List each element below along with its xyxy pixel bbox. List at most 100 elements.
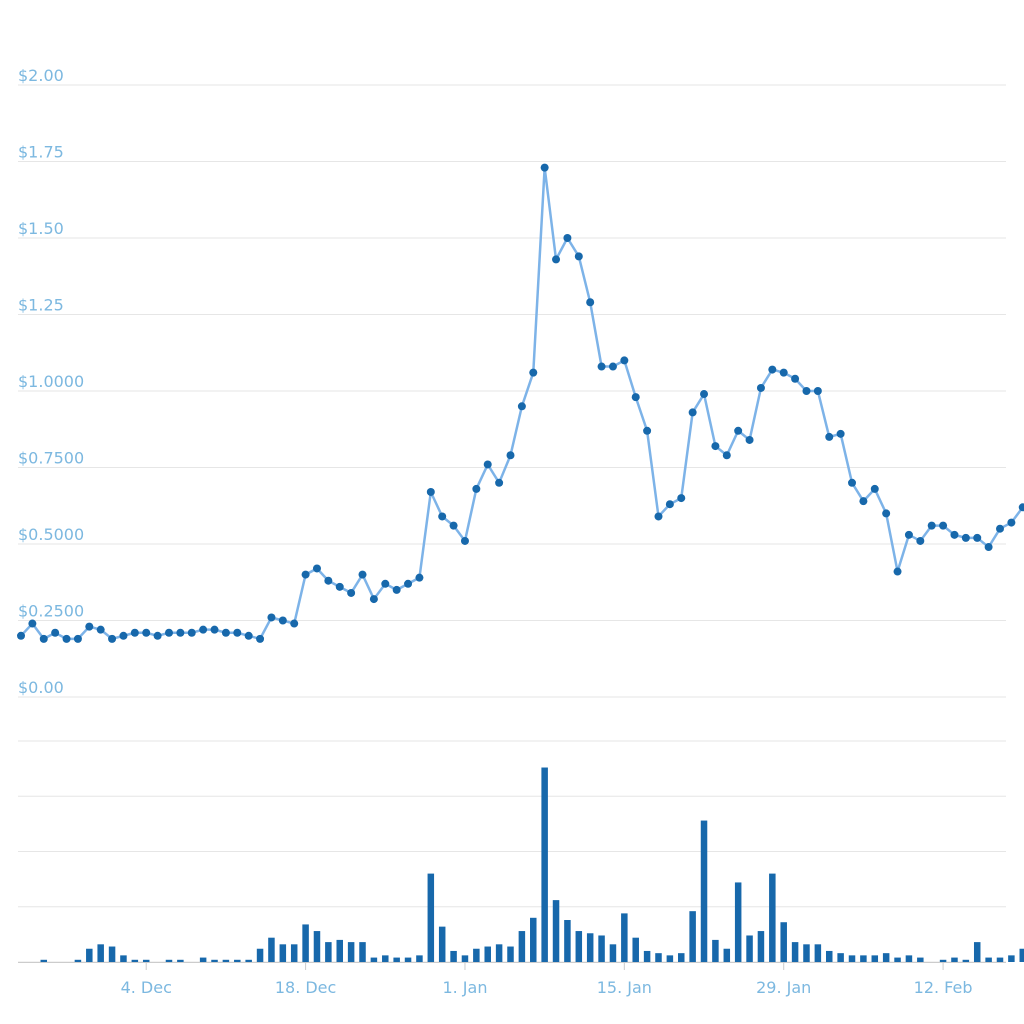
price-point <box>267 613 276 622</box>
volume-bar <box>951 957 958 962</box>
price-point <box>745 435 754 444</box>
volume-bar <box>131 959 139 962</box>
price-point <box>517 402 526 411</box>
price-point <box>836 429 845 438</box>
x-tick-label: 12. Feb <box>914 978 973 997</box>
volume-bar <box>962 959 970 962</box>
price-point <box>256 634 265 643</box>
volume-bar <box>678 953 685 962</box>
volume-bar <box>609 944 617 962</box>
price-point <box>802 387 811 395</box>
volume-bar <box>450 950 457 962</box>
price-point <box>210 625 219 634</box>
price-point <box>608 362 617 371</box>
price-point <box>96 625 105 634</box>
volume-bar <box>507 946 514 962</box>
price-point <box>700 390 709 399</box>
volume-bar <box>769 873 776 962</box>
price-point <box>324 576 333 585</box>
price-point <box>472 484 481 493</box>
price-point <box>278 616 287 625</box>
price-point <box>961 533 970 542</box>
price-point <box>483 460 492 469</box>
volume-bar <box>655 953 662 962</box>
price-point <box>665 500 674 509</box>
volume-bar <box>211 959 218 962</box>
volume-bar <box>598 935 605 962</box>
volume-bar <box>894 957 901 962</box>
volume-bar <box>700 820 708 962</box>
price-point <box>39 634 48 643</box>
price-point <box>927 521 936 530</box>
price-point <box>779 368 788 377</box>
price-point <box>347 588 356 597</box>
y-axis-ticks: $0.00 $0.2500 $0.5000 $0.7500 $1.0000 $1.25 $1… <box>18 66 84 697</box>
x-tick-label: 1. Jan <box>442 978 487 997</box>
price-point <box>882 509 891 518</box>
price-point <box>381 579 390 588</box>
price-point <box>586 298 595 307</box>
price-point <box>233 628 242 637</box>
price-point <box>449 521 458 530</box>
volume-bar <box>939 959 947 962</box>
volume-bar <box>438 926 446 962</box>
price-point <box>631 393 640 402</box>
price-point <box>620 356 629 365</box>
price-point <box>870 484 879 493</box>
price-point <box>984 543 993 552</box>
price-point <box>574 252 583 261</box>
y-tick-label: $1.25 <box>18 296 64 315</box>
volume-bar <box>734 882 742 962</box>
y-tick-label: $1.75 <box>18 143 64 162</box>
x-tick-label: 18. Dec <box>275 978 337 997</box>
y-tick-label: $0.7500 <box>18 449 84 468</box>
y-tick-label: $1.50 <box>18 219 64 238</box>
price-point <box>1007 518 1016 527</box>
price-point <box>688 408 697 417</box>
price-series <box>17 163 1024 643</box>
price-point <box>153 631 162 640</box>
volume-bar <box>780 922 787 962</box>
volume-bar <box>199 957 207 962</box>
price-point <box>392 585 401 594</box>
volume-bar <box>985 957 992 962</box>
volume-bar <box>518 931 526 962</box>
price-point <box>552 255 561 264</box>
price-point <box>426 487 435 496</box>
volume-bar <box>825 950 833 962</box>
volume-bar <box>791 942 799 962</box>
volume-bar <box>757 931 765 962</box>
price-point <box>654 512 663 521</box>
price-point <box>85 622 94 631</box>
volume-series <box>40 767 1024 962</box>
volume-bar <box>290 944 298 962</box>
price-point <box>495 478 504 487</box>
volume-bar <box>86 948 93 962</box>
volume-bar <box>325 942 332 962</box>
price-point <box>825 432 834 441</box>
volume-bar <box>586 933 594 962</box>
price-point <box>130 628 139 637</box>
price-point <box>119 631 128 640</box>
price-point <box>176 628 185 637</box>
volume-bar <box>917 957 924 962</box>
price-point <box>51 628 60 637</box>
price-point <box>404 579 413 588</box>
price-point <box>301 570 310 579</box>
volume-bar <box>814 944 822 962</box>
price-point <box>199 625 208 634</box>
volume-bar <box>177 959 184 962</box>
price-point <box>904 530 913 539</box>
price-point <box>711 442 720 451</box>
volume-bar <box>165 959 173 962</box>
y-tick-label: $0.2500 <box>18 602 84 621</box>
price-point <box>939 521 948 530</box>
price-point <box>369 595 378 604</box>
volume-bar <box>666 955 674 962</box>
price-point <box>973 533 982 542</box>
volume-bar <box>1008 955 1015 962</box>
volume-bar <box>427 873 435 962</box>
price-point <box>916 536 925 545</box>
price-point <box>221 628 230 637</box>
price-point <box>142 628 151 637</box>
